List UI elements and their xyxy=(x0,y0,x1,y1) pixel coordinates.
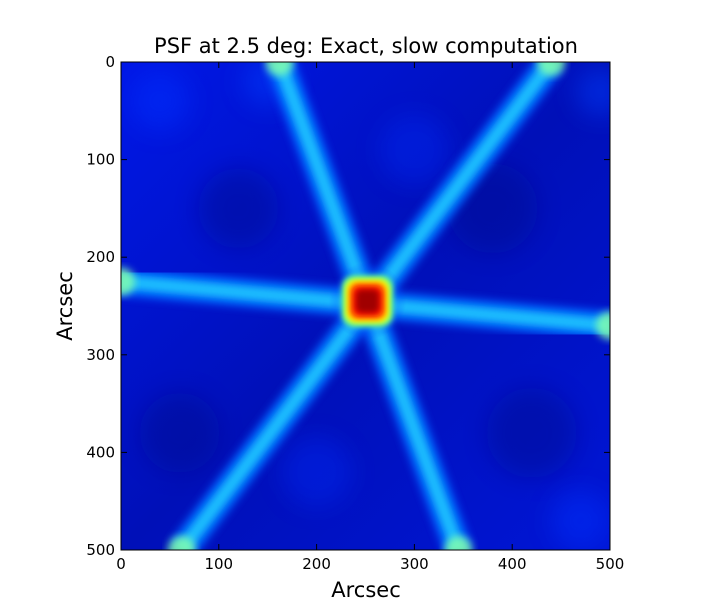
mottle-blob xyxy=(379,114,450,185)
mottle-blob xyxy=(486,387,577,478)
chart-title: PSF at 2.5 deg: Exact, slow computation xyxy=(154,34,578,58)
x-tick-label: 500 xyxy=(596,555,625,573)
spike-end xyxy=(121,267,135,296)
plot-area xyxy=(121,62,610,550)
x-axis-ticks: 0 100 200 300 400 500 xyxy=(116,62,624,573)
axes-frame xyxy=(120,61,611,551)
y-axis-ticks: 0 100 200 300 400 500 xyxy=(86,53,610,559)
y-tick-label: 200 xyxy=(86,248,115,266)
spike-end xyxy=(167,536,196,550)
mottle-blob xyxy=(198,168,279,249)
mottle-blob xyxy=(130,71,191,132)
x-tick-label: 300 xyxy=(400,555,429,573)
x-axis-label: Arcsec xyxy=(331,578,401,602)
spike-end xyxy=(265,62,294,76)
x-tick-label: 400 xyxy=(498,555,527,573)
x-tick-label: 0 xyxy=(116,555,126,573)
background-mottle xyxy=(130,62,610,550)
psf-core xyxy=(328,262,407,340)
y-axis-label: Arcsec xyxy=(53,271,77,341)
y-tick-label: 0 xyxy=(105,53,115,71)
y-tick-label: 500 xyxy=(86,541,115,559)
spike-end xyxy=(596,311,610,340)
spike-end xyxy=(537,62,566,76)
mottle-blob xyxy=(139,392,220,473)
y-tick-label: 400 xyxy=(86,443,115,461)
x-tick-label: 100 xyxy=(204,555,233,573)
y-tick-label: 300 xyxy=(86,346,115,364)
core-layer xyxy=(356,289,379,313)
mottle-blob xyxy=(575,66,610,117)
mottle-blob xyxy=(281,436,352,507)
spike-end xyxy=(444,536,473,550)
mottle-blob xyxy=(550,490,610,550)
y-tick-label: 100 xyxy=(86,151,115,169)
x-tick-label: 200 xyxy=(302,555,331,573)
